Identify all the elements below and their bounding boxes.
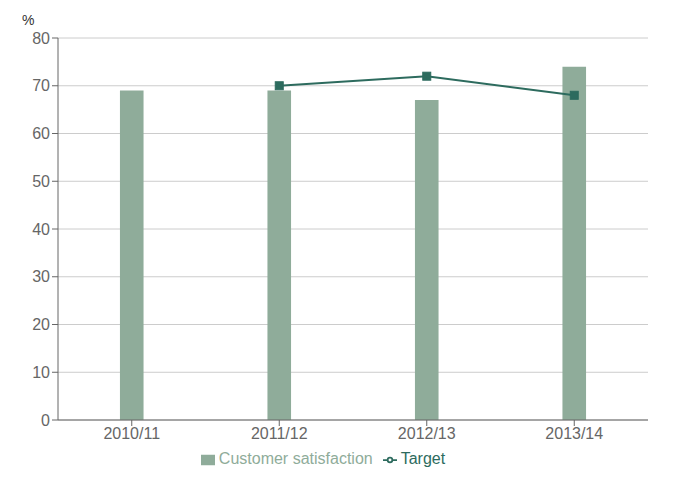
svg-text:10: 10: [32, 364, 50, 381]
svg-text:2010/11: 2010/11: [103, 425, 160, 442]
svg-text:40: 40: [32, 221, 50, 238]
svg-text:2011/12: 2011/12: [251, 425, 308, 442]
svg-text:70: 70: [32, 77, 50, 94]
svg-text:60: 60: [32, 125, 50, 142]
svg-text:20: 20: [32, 316, 50, 333]
svg-text:2013/14: 2013/14: [545, 425, 603, 442]
html-text:Target: Target: [400, 450, 446, 467]
svg-text:50: 50: [32, 173, 50, 190]
svg-text:30: 30: [32, 268, 50, 285]
svg-text:80: 80: [32, 30, 50, 47]
svg-text:2012/13: 2012/13: [398, 425, 456, 442]
svg-text:0: 0: [41, 412, 50, 429]
html-text:Customer satisfaction: Customer satisfaction: [218, 450, 373, 467]
